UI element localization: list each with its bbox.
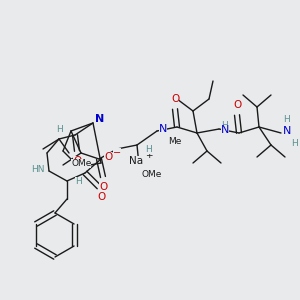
Text: OMe: OMe <box>71 159 92 168</box>
Text: N: N <box>283 126 291 136</box>
Text: O: O <box>171 94 179 104</box>
Text: O: O <box>104 152 112 162</box>
Text: OMe: OMe <box>141 170 161 179</box>
Text: Na: Na <box>129 156 143 166</box>
Text: O: O <box>233 100 241 110</box>
Text: H: H <box>283 115 290 124</box>
Text: O: O <box>73 156 81 166</box>
Text: N: N <box>95 114 104 124</box>
Text: +: + <box>145 151 152 160</box>
Text: HN: HN <box>32 164 45 173</box>
Text: N: N <box>221 125 230 135</box>
Text: O: O <box>99 182 107 192</box>
Text: −: − <box>113 148 121 158</box>
Text: H: H <box>75 176 82 185</box>
Text: N: N <box>159 124 167 134</box>
Text: O: O <box>97 192 105 202</box>
Text: H: H <box>291 139 298 148</box>
Text: Me: Me <box>168 137 182 146</box>
Text: H: H <box>145 145 152 154</box>
Text: H: H <box>221 122 228 130</box>
Text: H: H <box>56 124 63 134</box>
